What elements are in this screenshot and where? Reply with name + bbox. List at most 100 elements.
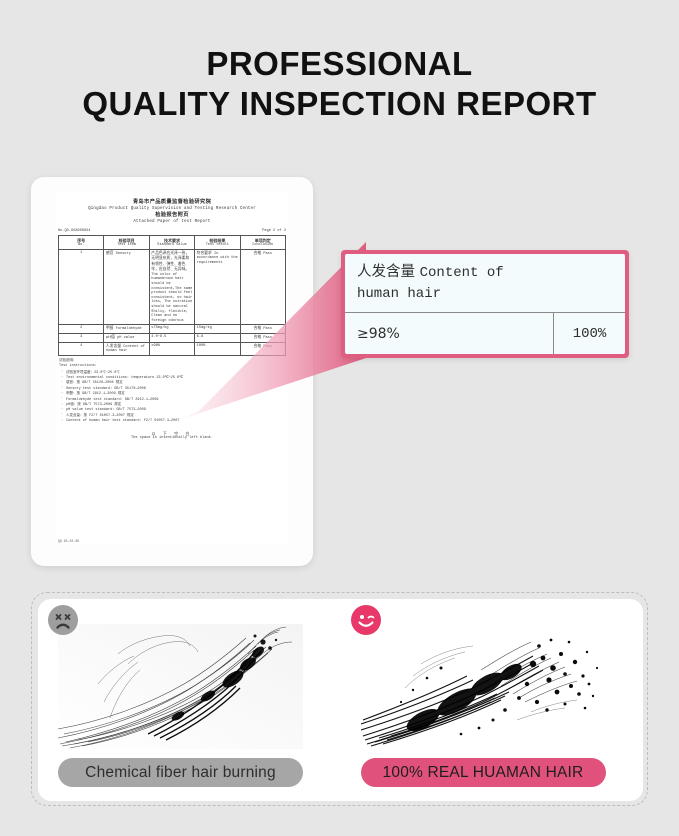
table-row: 4 人发含量 Content of human hair ≥98% 100% 合… (57, 341, 287, 356)
cell-no: 3 (57, 333, 105, 343)
test-instructions-head-en: Test instructions: (59, 364, 97, 369)
report-document-page: 青岛市产品质量监督检验研究院 Qingdao Product Quality S… (56, 193, 288, 545)
cell-no: 2 (57, 324, 105, 334)
report-number: No.QD-95A006834 (58, 229, 91, 233)
th-conclusion: 单项判定 Conclusion (239, 235, 287, 250)
cell-standard-value: 产品色泽应光泽一致，无明显杂质，光泽柔和有韧性、弹性、着色牢，应自然、无异味。 … (148, 248, 196, 326)
table-row: 3 pH值 pH value 4.0~8.5 6.8 合格 Pass (57, 333, 287, 343)
report-document-frame: 青岛市产品质量监督检验研究院 Qingdao Product Quality S… (31, 177, 313, 566)
winking-smiley-icon (350, 605, 381, 635)
cell-standard-value-cn: 产品色泽应光泽一致，无明显杂质，光泽柔和有韧性、弹性、着色牢，应自然、无异味。 (151, 249, 190, 272)
comparison-pane-real-hair: 100% REAL HUAMAN HAIR (341, 599, 644, 801)
th-no-en: No. (78, 242, 85, 247)
callout-test-result: 100% (572, 325, 607, 342)
cell-test-item-cn: 人发含量 (105, 342, 122, 348)
cell-no: 4 (57, 341, 105, 356)
cell-conclusion-cn: 合格 (253, 325, 262, 331)
comparison-section: Chemical fiber hair burning (31, 592, 648, 806)
cell-conclusion-en: Pass (263, 336, 272, 340)
test-instruction-item: 感官：按 GB/T 35120—2008 规定 (61, 381, 285, 387)
callout-title-en-1: Content of (419, 265, 504, 281)
test-instruction-item: pH值：按 GB/T 7573—2009 规定 (61, 402, 285, 408)
cell-test-result: 符合要求 In accordance with the requirements (194, 248, 241, 326)
page-title-line-1: PROFESSIONAL (206, 45, 473, 82)
th-test-item-en: Test item (117, 242, 137, 247)
cell-conclusion-en: Pass (263, 251, 272, 256)
document-bottom-code: QD-95-02-08 (58, 539, 80, 543)
cell-conclusion-en: Pass (263, 344, 272, 349)
callout-title: 人发含量 Content of human hair (345, 254, 625, 304)
cell-test-item: pH值 pH value (103, 333, 150, 343)
test-instructions: 试验说明： Test instructions: 试验室环境温度：23.0℃~2… (56, 356, 288, 442)
cell-test-item-cn: 甲醛 (105, 325, 114, 331)
th-standard-value-cn: 技术要求 (163, 237, 180, 243)
highlight-callout-inner: 人发含量 Content of human hair ≥98% 100% (345, 254, 625, 354)
th-test-result-cn: 检验结果 (209, 237, 226, 243)
document-footer-cn: 以 下 空 白 (151, 430, 193, 436)
test-instruction-item: 甲醛：按 GB/T 2912.1—2009 规定 (61, 392, 285, 398)
th-test-item-cn: 检验项目 (118, 237, 135, 243)
callout-title-en-2: human hair (357, 286, 442, 302)
org-name-cn: 青岛市产品质量监督检验研究院 (132, 199, 212, 205)
highlight-callout: 人发含量 Content of human hair ≥98% 100% (341, 250, 629, 358)
real-human-hair-label: 100% REAL HUAMAN HAIR (360, 758, 606, 787)
comparison-panes: Chemical fiber hair burning (38, 599, 643, 801)
chemical-fiber-burning-photo (58, 624, 303, 749)
test-instructions-head-cn: 试验说明： (59, 358, 77, 363)
cell-standard-value: 4.0~8.5 (148, 333, 196, 343)
th-test-result-en: Test result (205, 242, 229, 247)
cell-test-item: 甲醛 Formaldehyde (103, 324, 150, 334)
th-standard-value: 技术要求 Standard Value (148, 235, 196, 250)
cell-conclusion-cn: 合格 (253, 249, 262, 255)
callout-title-cn: 人发含量 (357, 264, 415, 280)
document-title-cn: 检验报告附页 (155, 212, 189, 218)
real-human-hair-burning-photo (360, 624, 606, 749)
test-instruction-item: Test environmental conditions: temperatu… (61, 375, 285, 381)
cell-test-result: 6.8 (194, 333, 241, 343)
comparison-card: Chemical fiber hair burning (38, 599, 643, 801)
table-row: 1 感官 Sensory 产品色泽应光泽一致，无明显杂质，光泽柔和有韧性、弹性、… (57, 248, 287, 326)
cell-no: 1 (57, 248, 105, 326)
cell-test-result-cn: 符合要求 (196, 249, 212, 255)
cell-test-item: 感官 Sensory (103, 248, 150, 326)
th-test-item: 检验项目 Test item (103, 235, 150, 250)
document-meta: No.QD-95A006834 Page 2 of 2 (56, 225, 288, 235)
cell-test-result: 15mg/kg (194, 324, 241, 334)
cell-test-item: 人发含量 Content of human hair (103, 341, 150, 356)
document-header: 青岛市产品质量监督检验研究院 Qingdao Product Quality S… (56, 193, 288, 225)
document-footer: 以 下 空 白 The space is intentionally left … (59, 431, 285, 442)
cell-standard-value: ≤75mg/kg (148, 324, 196, 334)
callout-standard-value: ≥98% (345, 313, 554, 354)
cell-conclusion: 合格 Pass (239, 248, 287, 326)
org-name-en: Qingdao Product Quality Supervision and … (88, 207, 256, 211)
cell-conclusion-en: Pass (263, 327, 272, 332)
document-footer-en: The space is intentionally left blank. (131, 436, 213, 441)
cell-test-item-en: pH value (117, 336, 135, 340)
cell-standard-value: ≥98% (148, 341, 196, 356)
cell-test-item-cn: pH值 (105, 334, 115, 339)
inspection-results-table: 序号 No. 检验项目 Test item 技术要求 Standard Valu… (57, 235, 287, 356)
test-instruction-item: Sensory test standard: GB/T 35170—2008 (61, 386, 285, 392)
cell-conclusion: 合格 Pass (239, 333, 287, 343)
table-header-row: 序号 No. 检验项目 Test item 技术要求 Standard Valu… (57, 235, 287, 250)
cell-conclusion-cn: 合格 (253, 342, 262, 348)
comparison-pane-chemical: Chemical fiber hair burning (38, 599, 341, 801)
cell-test-result: 100% (194, 341, 241, 356)
cell-conclusion-cn: 合格 (253, 334, 262, 339)
chemical-fiber-label: Chemical fiber hair burning (58, 758, 303, 787)
page-number: Page 2 of 2 (262, 229, 286, 233)
cell-test-item-cn: 感官 (105, 249, 114, 255)
table-row: 2 甲醛 Formaldehyde ≤75mg/kg 15mg/kg 合格 Pa… (57, 324, 287, 334)
cell-test-item-en: Sensory (115, 251, 131, 256)
th-no: 序号 No. (57, 235, 105, 250)
page-title: PROFESSIONAL QUALITY INSPECTION REPORT (0, 44, 679, 124)
th-standard-value-en: Standard Value (157, 242, 187, 247)
th-conclusion-en: Conclusion (252, 242, 274, 247)
page-title-line-2: QUALITY INSPECTION REPORT (82, 85, 597, 122)
test-instruction-item: Content of human hair test standard: FZ/… (61, 419, 285, 425)
th-conclusion-cn: 单项判定 (254, 237, 271, 243)
cell-conclusion: 合格 Pass (239, 324, 287, 334)
th-test-result: 检验结果 Test result (194, 235, 241, 250)
cell-standard-value-en: The color of humanbrown hair should be c… (151, 272, 193, 323)
test-instructions-list: 试验室环境温度：23.0℃~25.0℃ Test environmental c… (59, 370, 285, 425)
